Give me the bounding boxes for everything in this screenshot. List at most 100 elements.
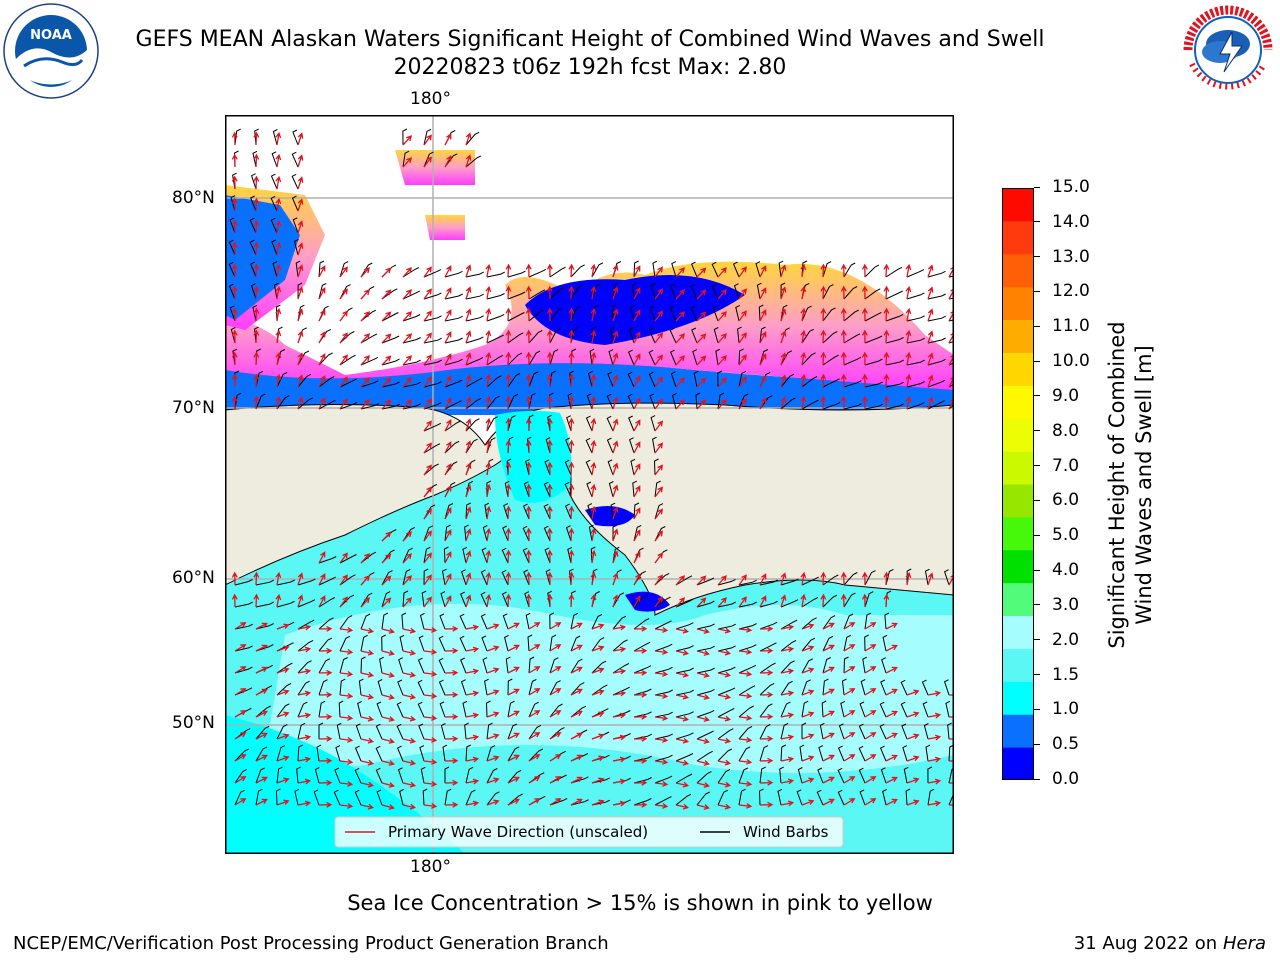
wind-barb <box>484 502 490 520</box>
wind-barb <box>441 568 447 586</box>
wind-barb <box>570 635 581 652</box>
wind-barb <box>234 579 253 586</box>
wind-barb <box>713 327 719 344</box>
wind-barb <box>692 349 698 366</box>
colorbar-swatch <box>1002 188 1034 222</box>
wind-barb <box>759 642 777 652</box>
wave-direction-arrow <box>591 623 605 630</box>
ice-patch-north <box>395 150 475 185</box>
wave-direction-arrow <box>654 398 664 410</box>
wave-direction-arrow <box>633 529 641 542</box>
wind-barb <box>738 788 746 806</box>
wave-direction-arrow <box>528 622 541 630</box>
wave-direction-arrow <box>339 376 348 388</box>
wave-direction-arrow <box>318 265 326 278</box>
wave-direction-arrow <box>633 287 641 300</box>
wind-barb <box>738 664 757 674</box>
wind-barb <box>273 282 279 300</box>
wind-barb <box>276 703 290 718</box>
wind-barb <box>339 657 348 674</box>
wind-barb <box>228 261 236 278</box>
wind-barb <box>402 526 416 542</box>
wave-direction-arrow <box>822 666 835 674</box>
wave-direction-arrow <box>465 712 480 719</box>
wave-direction-arrow <box>612 528 619 542</box>
wave-direction-arrow <box>465 800 480 807</box>
wind-barb <box>653 458 659 476</box>
wind-barb <box>570 264 585 278</box>
wind-barb <box>465 377 483 388</box>
wave-direction-arrow <box>253 219 260 234</box>
wave-direction-arrow <box>759 713 774 720</box>
wave-direction-arrow <box>717 597 727 608</box>
wave-direction-arrow <box>633 735 648 742</box>
wind-barb <box>402 568 411 586</box>
wave-direction-arrow <box>528 644 541 652</box>
wave-direction-arrow <box>276 755 290 762</box>
wave-direction-arrow <box>402 715 417 722</box>
wave-direction-arrow <box>948 738 954 740</box>
wind-barb <box>696 730 714 740</box>
wave-direction-arrow <box>231 307 238 322</box>
wind-barb <box>738 725 753 740</box>
wind-barb <box>276 682 292 696</box>
wave-direction-arrow <box>738 802 753 809</box>
wind-barb <box>564 481 572 498</box>
wind-barb <box>402 403 421 410</box>
wind-barb <box>481 547 488 564</box>
wave-direction-arrow <box>360 377 371 388</box>
wind-barb <box>402 547 413 564</box>
wind-barb <box>507 746 520 762</box>
wave-direction-arrow <box>381 399 392 410</box>
wind-barb <box>444 315 463 322</box>
wind-barb <box>318 637 333 652</box>
wind-barb <box>843 333 861 344</box>
wave-direction-arrow <box>780 778 795 785</box>
wave-direction-arrow <box>546 571 553 586</box>
wave-direction-arrow <box>253 175 260 190</box>
wave-direction-arrow <box>546 263 553 278</box>
wave-direction-arrow <box>381 694 395 700</box>
wind-barb <box>906 568 912 586</box>
wave-direction-arrow <box>591 755 605 762</box>
wave-direction-arrow <box>402 289 413 300</box>
wind-barb <box>607 459 614 476</box>
wave-direction-arrow <box>231 153 238 168</box>
wind-barb <box>675 773 693 784</box>
wind-barbs-layer <box>228 128 954 806</box>
wind-barb <box>528 701 539 718</box>
colorbar-tick-label: 12.0 <box>1034 281 1090 301</box>
wind-barb <box>486 313 505 322</box>
wave-direction-arrow <box>948 694 954 696</box>
wind-barb <box>297 373 312 388</box>
colorbar-label-line1: Significant Height of Combined <box>1105 321 1129 649</box>
wind-barb <box>587 503 593 520</box>
wave-direction-arrow <box>485 593 492 608</box>
wave-direction-arrow <box>906 777 920 784</box>
wind-barb <box>885 359 904 366</box>
wind-barb <box>777 788 783 806</box>
wind-barb <box>612 524 618 541</box>
wave-direction-arrow <box>505 285 512 300</box>
wave-direction-arrow <box>864 798 877 806</box>
wind-barb <box>738 348 744 366</box>
wave-direction-arrow <box>444 155 452 168</box>
wind-barb <box>444 379 463 388</box>
wind-barb <box>460 591 467 608</box>
wave-direction-arrow <box>759 375 767 388</box>
wind-barb <box>528 748 544 762</box>
wave-direction-arrow <box>297 198 304 212</box>
wind-barb <box>843 262 856 278</box>
wave-direction-arrow <box>360 803 375 810</box>
map-panel: Primary Wave Direction (unscaled) Wind B… <box>225 115 954 854</box>
wave-direction-arrow <box>905 263 912 278</box>
wave-direction-arrow <box>780 572 787 586</box>
wave-direction-arrow <box>780 712 795 719</box>
wave-direction-arrow <box>444 713 459 720</box>
wave-direction-arrow <box>423 780 438 787</box>
wave-direction-arrow <box>696 760 710 766</box>
wave-direction-arrow <box>883 593 890 608</box>
wind-barb <box>523 481 530 498</box>
wind-barb <box>486 271 505 278</box>
wave-direction-arrow <box>465 624 480 631</box>
